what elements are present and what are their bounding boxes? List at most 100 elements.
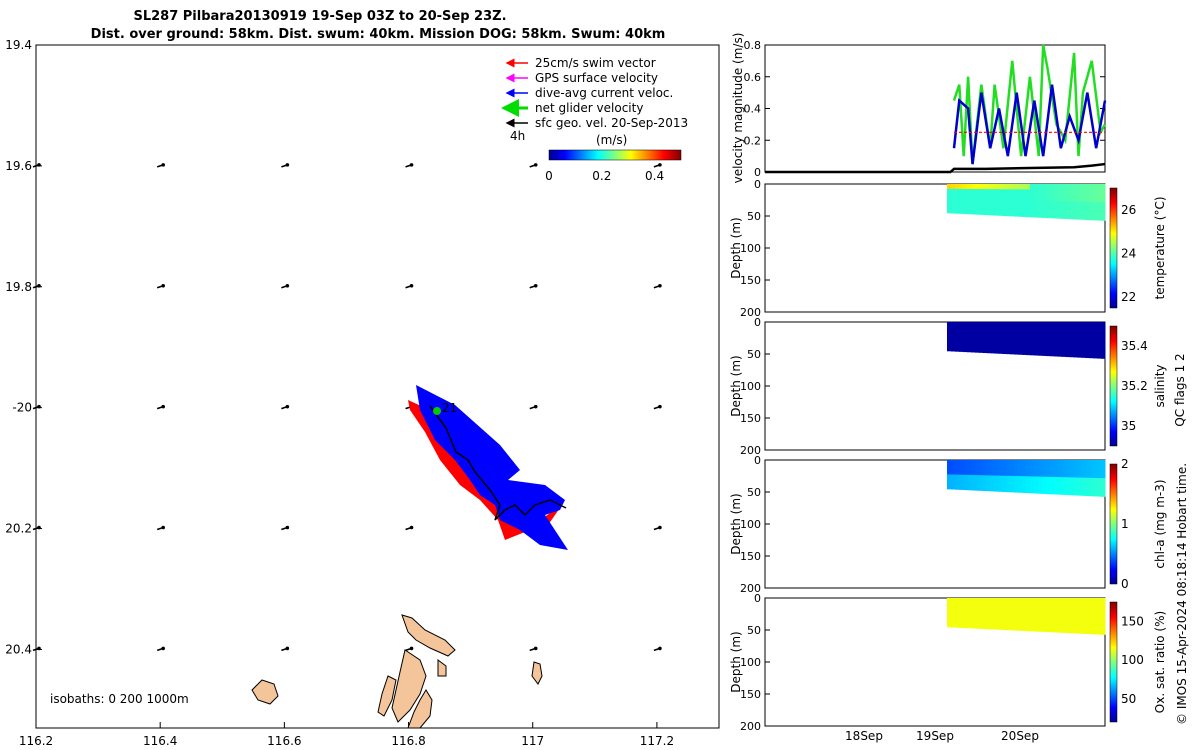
section-cell xyxy=(1073,483,1078,490)
section-cell xyxy=(998,460,1003,466)
section-cell xyxy=(1077,339,1082,346)
section-cell xyxy=(954,346,960,352)
section-cell xyxy=(1002,210,1007,216)
depth-tick-label: 100 xyxy=(740,656,761,669)
section-cell xyxy=(982,342,987,348)
section-cell xyxy=(1026,194,1031,201)
section-cell xyxy=(1029,343,1035,350)
section-cell xyxy=(1061,626,1066,633)
section-cell xyxy=(1097,622,1102,629)
section-cell xyxy=(1053,195,1059,202)
section-cell xyxy=(1041,349,1047,356)
section-cell xyxy=(950,326,956,333)
section-cell xyxy=(1081,322,1086,329)
section-cell xyxy=(1006,343,1011,349)
section-cell xyxy=(1022,598,1027,604)
section-cell xyxy=(947,612,952,618)
section-cell xyxy=(1022,327,1027,334)
section-cell xyxy=(1049,195,1055,202)
section-cell xyxy=(970,607,976,614)
section-cell xyxy=(1010,184,1015,190)
section-cell xyxy=(954,484,960,490)
section-cell xyxy=(1026,625,1031,632)
section-cell xyxy=(1022,470,1027,477)
section-cell xyxy=(998,465,1003,471)
section-cell xyxy=(1002,618,1007,625)
section-cell xyxy=(1073,207,1078,214)
map-ytick-label: 20.4 xyxy=(5,642,32,656)
section-cell xyxy=(974,623,980,629)
section-cell xyxy=(947,203,952,209)
section-cell xyxy=(1061,344,1066,352)
geo-vector-head xyxy=(285,525,290,530)
section-cell xyxy=(1018,614,1023,621)
section-cell xyxy=(947,331,952,337)
section-cell xyxy=(1085,189,1090,197)
section-cell xyxy=(1065,195,1070,202)
section-cell xyxy=(947,322,952,328)
section-cell xyxy=(1006,348,1011,355)
section-cell xyxy=(1097,490,1102,497)
section-cell xyxy=(994,460,999,466)
section-cell xyxy=(1101,466,1106,473)
section-cell xyxy=(1085,201,1090,209)
section-cell xyxy=(986,209,991,216)
section-cell xyxy=(1026,343,1031,350)
geo-vector-head xyxy=(658,525,662,530)
section-cell xyxy=(1026,487,1031,494)
section-cell xyxy=(990,184,995,190)
section-colorbar-tick: 1 xyxy=(1121,517,1129,531)
section-cell xyxy=(1022,487,1027,493)
section-cell xyxy=(1057,626,1063,633)
section-cell xyxy=(974,184,980,190)
geo-vector-head xyxy=(161,404,165,409)
section-cell xyxy=(1057,465,1063,472)
geo-vector-head xyxy=(409,525,414,530)
section-cell xyxy=(1073,609,1078,616)
section-cell xyxy=(1093,465,1098,473)
section-cell xyxy=(954,336,960,342)
section-cell xyxy=(1002,486,1007,492)
section-cell xyxy=(1002,342,1007,349)
section-cell xyxy=(1081,609,1086,617)
section-cell xyxy=(994,327,999,333)
section-cell xyxy=(962,326,968,333)
section-cell xyxy=(1002,480,1007,487)
section-cell xyxy=(978,460,984,466)
section-cell xyxy=(1093,201,1098,209)
section-cell xyxy=(970,460,976,466)
section-cell xyxy=(990,470,995,476)
section-cell xyxy=(1101,196,1106,203)
section-cell xyxy=(982,598,987,604)
section-cell xyxy=(1041,184,1047,191)
section-cell xyxy=(1037,349,1043,356)
section-cell xyxy=(1077,327,1082,335)
section-cell xyxy=(982,204,987,210)
section-cell xyxy=(982,184,987,190)
section-cell xyxy=(1033,189,1039,196)
depth-tick-label: 150 xyxy=(740,412,761,425)
section-cell xyxy=(978,618,984,624)
section-cell xyxy=(1085,465,1090,473)
section-cell xyxy=(1061,460,1066,467)
section-cell xyxy=(1045,200,1051,207)
section-cell xyxy=(978,485,984,491)
section-cell xyxy=(1022,211,1027,217)
section-cell xyxy=(1029,184,1035,190)
section-cell xyxy=(1061,212,1066,219)
section-cell xyxy=(1089,327,1094,335)
section-cell xyxy=(982,618,987,624)
section-cell xyxy=(986,460,991,466)
section-cell xyxy=(1069,201,1074,208)
geo-vector-head xyxy=(37,404,41,409)
section-cell xyxy=(1014,332,1019,339)
section-cell xyxy=(982,465,987,471)
section-cell xyxy=(1101,472,1106,479)
section-cell xyxy=(1097,196,1102,203)
section-colorbar-tick: 150 xyxy=(1121,614,1144,628)
section-cell xyxy=(986,480,991,487)
depth-tick-label: 200 xyxy=(740,720,761,733)
section-cell xyxy=(1089,615,1094,623)
section-cell xyxy=(958,469,964,476)
map-xtick-label: 116.4 xyxy=(143,734,177,748)
